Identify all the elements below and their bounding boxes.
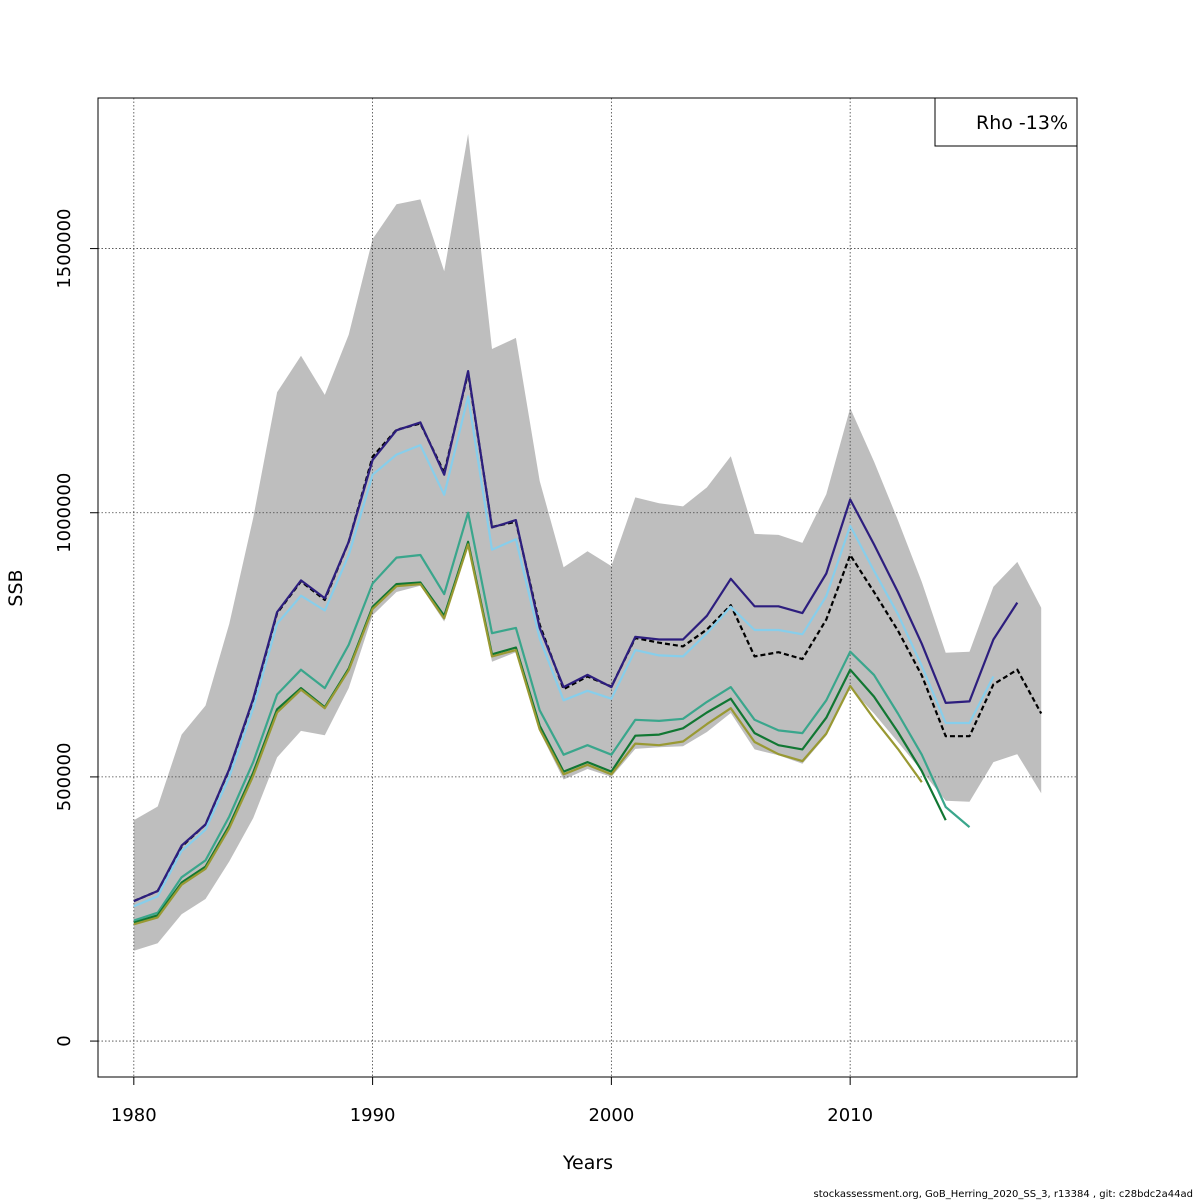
x-tick-label-2010: 2010 [827, 1105, 873, 1126]
series-line-3 [133, 395, 995, 908]
plot-frame [97, 97, 1078, 1078]
grid-layer [98, 98, 1077, 1077]
x-axis-title: Years [562, 1152, 613, 1174]
confidence-band-layer [133, 133, 1042, 951]
series-line-6 [133, 543, 923, 926]
legend-frame [934, 97, 1078, 147]
confidence-band [133, 133, 1042, 951]
tick-layer: 1980 1990 2000 2010 0 500000 1000000 1500000 [54, 208, 873, 1126]
x-tick-label-1990: 1990 [350, 1105, 396, 1126]
y-tick-label-500000: 500000 [54, 743, 75, 812]
x-tick-label-2000: 2000 [588, 1105, 634, 1126]
series-line-4 [133, 511, 971, 922]
y-tick-label-1500000: 1500000 [54, 208, 75, 288]
y-tick-label-1000000: 1000000 [54, 473, 75, 553]
y-axis-title: SSB [5, 569, 27, 606]
footer-credit: stockassessment.org, GoB_Herring_2020_SS… [813, 1189, 1193, 1200]
y-tick-label-0: 0 [54, 1035, 75, 1046]
series-layer [133, 370, 1043, 926]
series-line-2 [133, 370, 1019, 903]
x-tick-label-1980: 1980 [111, 1105, 157, 1126]
legend-rho-text: Rho -13% [976, 112, 1068, 134]
legend-box: Rho -13% [934, 97, 1078, 147]
